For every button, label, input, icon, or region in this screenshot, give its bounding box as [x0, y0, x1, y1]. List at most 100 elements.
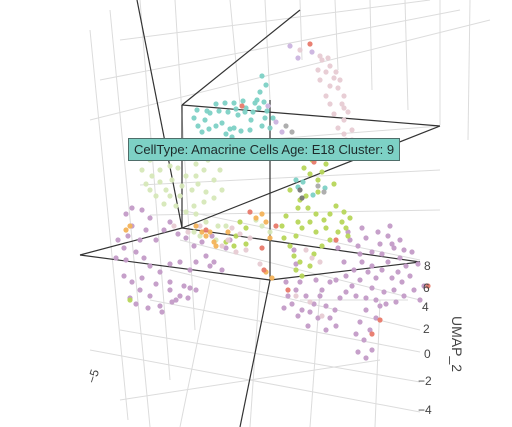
- data-point[interactable]: [153, 193, 159, 199]
- data-point[interactable]: [293, 287, 299, 293]
- data-point[interactable]: [319, 313, 325, 319]
- data-point[interactable]: [323, 303, 329, 309]
- data-point[interactable]: [279, 129, 285, 135]
- data-point[interactable]: [219, 187, 225, 193]
- data-point[interactable]: [319, 243, 325, 249]
- data-point[interactable]: [242, 109, 248, 115]
- data-point[interactable]: [307, 263, 313, 269]
- data-point[interactable]: [293, 177, 299, 183]
- data-point[interactable]: [373, 297, 379, 303]
- data-point[interactable]: [317, 259, 323, 265]
- data-point[interactable]: [425, 283, 431, 289]
- data-point[interactable]: [399, 279, 405, 285]
- data-point[interactable]: [225, 237, 231, 243]
- data-point[interactable]: [225, 109, 231, 115]
- data-point[interactable]: [327, 101, 333, 107]
- data-point[interactable]: [257, 89, 263, 95]
- data-point[interactable]: [331, 75, 337, 81]
- data-point[interactable]: [307, 41, 313, 47]
- data-point[interactable]: [267, 125, 273, 131]
- data-point[interactable]: [317, 53, 323, 59]
- data-point[interactable]: [309, 255, 315, 261]
- data-point[interactable]: [163, 187, 169, 193]
- data-point[interactable]: [129, 279, 135, 285]
- data-point[interactable]: [361, 337, 367, 343]
- data-point[interactable]: [193, 259, 199, 265]
- data-point[interactable]: [145, 305, 151, 311]
- data-point[interactable]: [147, 215, 153, 221]
- data-point[interactable]: [291, 247, 297, 253]
- data-point[interactable]: [201, 167, 207, 173]
- data-point[interactable]: [204, 108, 210, 114]
- data-point[interactable]: [157, 167, 163, 173]
- data-point[interactable]: [167, 219, 173, 225]
- data-point[interactable]: [167, 287, 173, 293]
- data-point[interactable]: [213, 123, 219, 129]
- data-point[interactable]: [197, 223, 203, 229]
- data-point[interactable]: [161, 227, 167, 233]
- data-point[interactable]: [310, 192, 316, 198]
- data-point[interactable]: [337, 77, 343, 83]
- data-point[interactable]: [261, 267, 267, 273]
- data-point[interactable]: [385, 233, 391, 239]
- data-point[interactable]: [343, 273, 349, 279]
- data-point[interactable]: [247, 235, 253, 241]
- data-point[interactable]: [217, 167, 223, 173]
- data-point[interactable]: [175, 231, 181, 237]
- data-point[interactable]: [222, 100, 228, 106]
- data-point[interactable]: [401, 293, 407, 299]
- data-point[interactable]: [349, 283, 355, 289]
- data-point[interactable]: [243, 105, 249, 111]
- data-point[interactable]: [177, 259, 183, 265]
- data-point[interactable]: [327, 211, 333, 217]
- data-point[interactable]: [193, 211, 199, 217]
- data-point[interactable]: [183, 173, 189, 179]
- data-point[interactable]: [311, 251, 317, 257]
- data-point[interactable]: [113, 255, 119, 261]
- data-point[interactable]: [327, 315, 333, 321]
- data-point[interactable]: [313, 229, 319, 235]
- data-point[interactable]: [355, 243, 361, 249]
- data-point[interactable]: [335, 245, 341, 251]
- data-point[interactable]: [202, 117, 208, 123]
- data-point[interactable]: [243, 247, 249, 253]
- data-point[interactable]: [127, 223, 133, 229]
- data-point[interactable]: [295, 219, 301, 225]
- data-point[interactable]: [147, 263, 153, 269]
- data-point[interactable]: [233, 106, 239, 112]
- data-point[interactable]: [333, 323, 339, 329]
- data-point[interactable]: [299, 225, 305, 231]
- data-point[interactable]: [315, 177, 321, 183]
- data-point[interactable]: [231, 100, 237, 106]
- data-point[interactable]: [295, 55, 301, 61]
- data-point[interactable]: [139, 275, 145, 281]
- data-point[interactable]: [247, 209, 253, 215]
- data-point[interactable]: [341, 209, 347, 215]
- data-point[interactable]: [121, 273, 127, 279]
- data-point[interactable]: [133, 249, 139, 255]
- data-point[interactable]: [363, 355, 369, 361]
- data-point[interactable]: [345, 229, 351, 235]
- data-point[interactable]: [283, 279, 289, 285]
- data-point[interactable]: [397, 237, 403, 243]
- data-point[interactable]: [357, 277, 363, 283]
- data-point[interactable]: [193, 287, 199, 293]
- data-point[interactable]: [297, 279, 303, 285]
- data-point[interactable]: [327, 63, 333, 69]
- data-point[interactable]: [315, 315, 321, 321]
- data-point[interactable]: [137, 237, 143, 243]
- data-point[interactable]: [147, 187, 153, 193]
- data-point[interactable]: [317, 293, 323, 299]
- data-point[interactable]: [333, 69, 339, 75]
- data-point[interactable]: [261, 99, 267, 105]
- data-point[interactable]: [203, 233, 209, 239]
- data-point[interactable]: [377, 317, 383, 323]
- data-point[interactable]: [235, 112, 241, 118]
- data-point[interactable]: [297, 187, 303, 193]
- data-point[interactable]: [121, 245, 127, 251]
- data-point[interactable]: [264, 108, 270, 114]
- data-point[interactable]: [219, 120, 225, 126]
- data-point[interactable]: [139, 207, 145, 213]
- data-point[interactable]: [293, 293, 299, 299]
